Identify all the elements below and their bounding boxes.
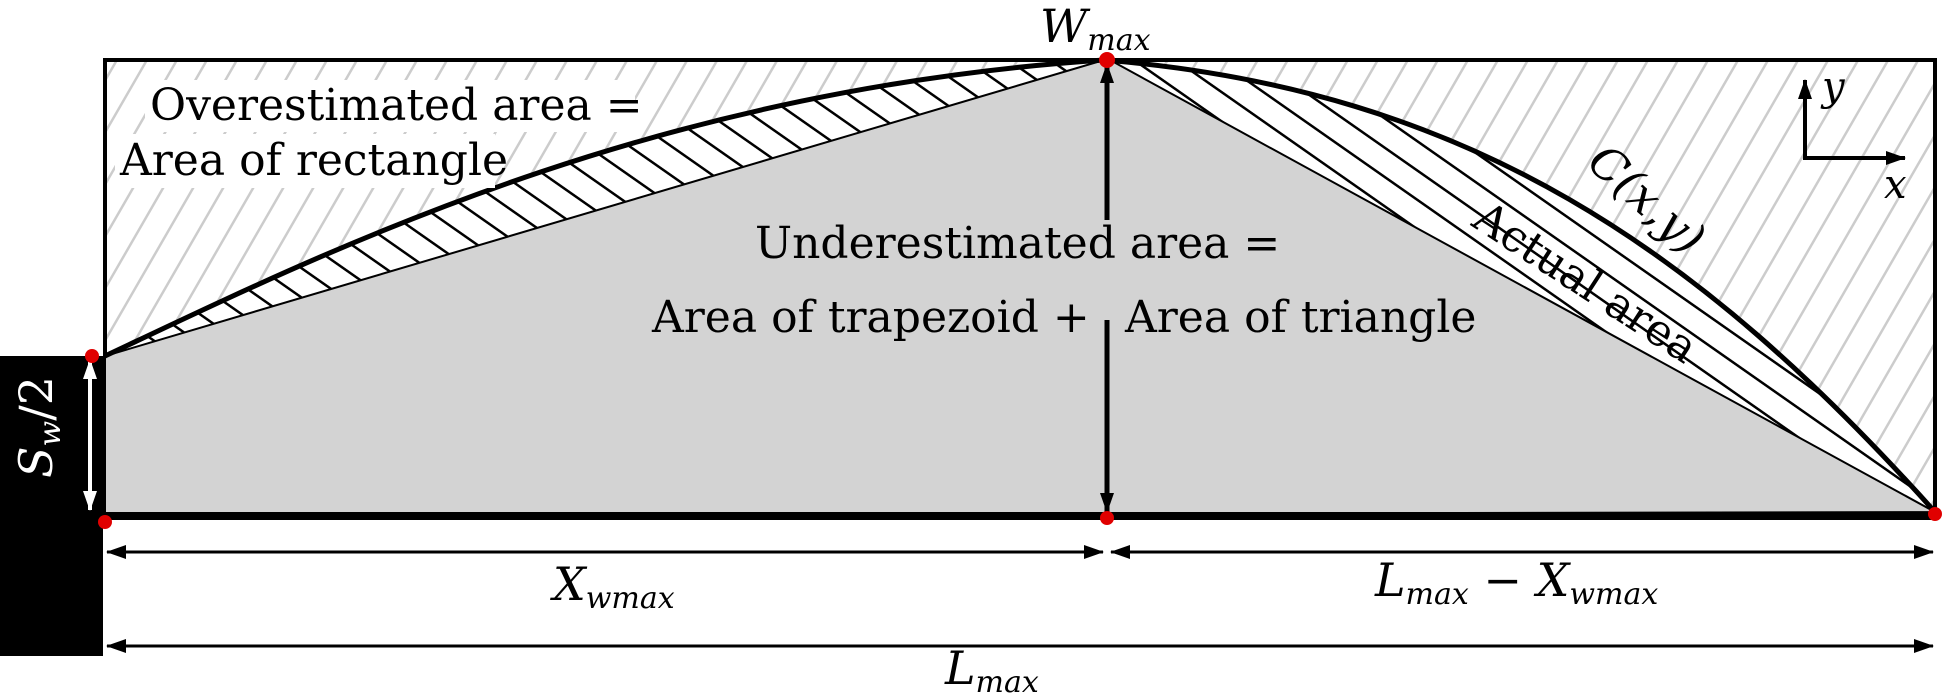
w-max-base: W: [1040, 0, 1091, 53]
overestimated-label-line1: Overestimated area =: [150, 80, 643, 131]
overestimate-label-bg-2: [115, 134, 495, 188]
l-minus-x-base1: L: [1374, 553, 1406, 607]
point-marker-right-end: [1928, 507, 1942, 521]
underestimated-label-bg: [1097, 220, 1113, 320]
x-wmax-sub: wmax: [586, 581, 675, 616]
l-minus-x-sub2: wmax: [1569, 577, 1658, 612]
point-marker-left-bottom: [98, 515, 112, 529]
l-max-sub: max: [976, 665, 1039, 700]
l-minus-x-op: −: [1469, 553, 1537, 607]
sw-half-label: Sw/2: [9, 376, 68, 478]
axis-x-label: x: [1884, 162, 1907, 208]
underestimated-triangle-label: Area of triangle: [1124, 292, 1476, 343]
sw-half-sub: w: [33, 420, 68, 446]
underestimate-polygon: [104, 59, 1936, 518]
x-wmax-base: X: [550, 557, 588, 611]
x-wmax-label: Xwmax: [550, 557, 675, 616]
sw-half-base: S: [9, 446, 63, 478]
l-minus-x-label: Lmax − Xwmax: [1374, 553, 1658, 612]
axis-y-label: y: [1820, 64, 1846, 110]
point-marker-wmax-top: [1099, 52, 1115, 68]
l-minus-x-sub1: max: [1406, 577, 1469, 612]
l-max-label: Lmax: [944, 641, 1039, 700]
overestimate-label-bg-1: [145, 80, 635, 132]
underestimated-trapezoid-label: Area of trapezoid +: [651, 292, 1090, 343]
l-minus-x-base2: X: [1534, 553, 1572, 607]
sw-half-rest: /2: [9, 376, 63, 421]
l-max-base: L: [944, 641, 976, 695]
point-marker-wmax-bottom: [1100, 511, 1114, 525]
overestimated-label-line2: Area of rectangle: [119, 135, 508, 186]
w-max-label: Wmax: [1040, 0, 1151, 58]
point-marker-left-top: [85, 349, 99, 363]
w-max-sub: max: [1087, 23, 1150, 58]
underestimated-label-line1: Underestimated area =: [755, 218, 1280, 269]
